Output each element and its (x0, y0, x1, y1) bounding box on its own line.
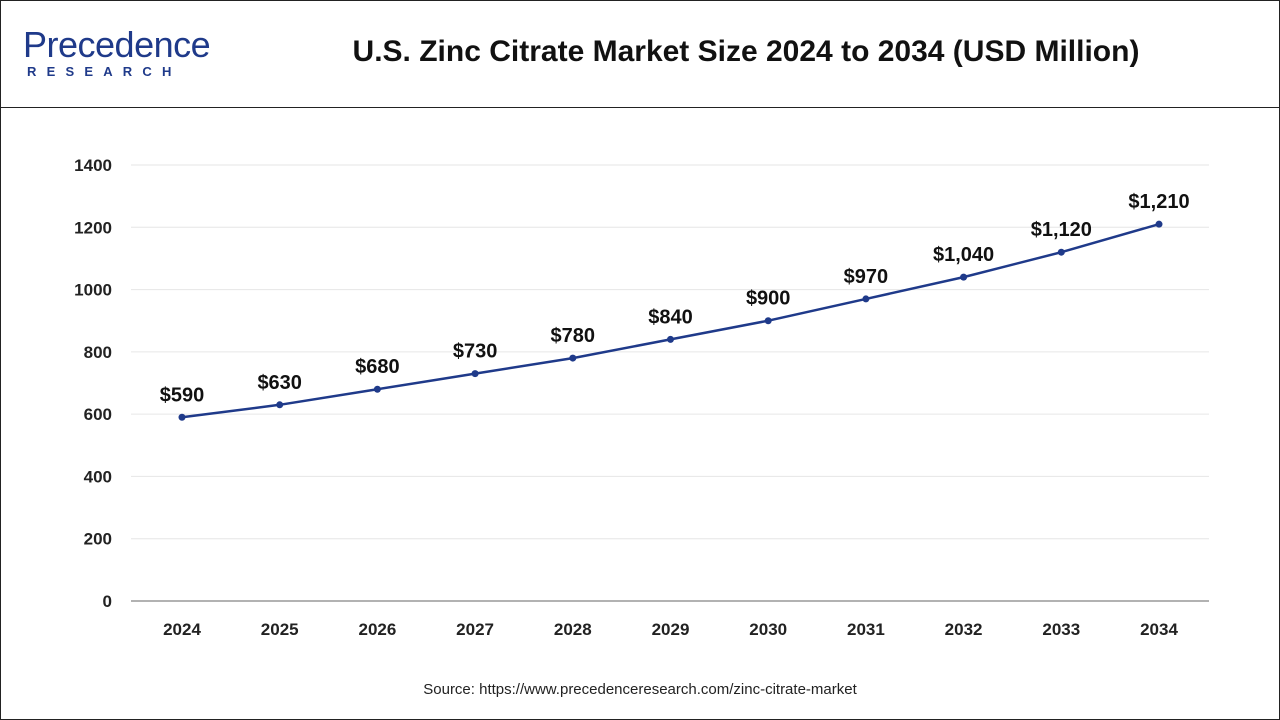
x-tick-label: 2028 (554, 620, 592, 639)
data-point (276, 401, 284, 409)
logo-subtext: RESEARCH (27, 64, 182, 79)
data-label: $970 (844, 266, 889, 288)
data-point (373, 385, 381, 393)
x-tick-label: 2025 (261, 620, 299, 639)
x-tick-label: 2033 (1042, 620, 1080, 639)
y-tick-label: 1000 (74, 281, 112, 300)
data-label: $630 (257, 372, 302, 394)
line-chart: 0 200 400 600 800 1000 1200 1400 2024 2025 2026 202… (74, 156, 1209, 639)
data-point (1057, 248, 1065, 256)
precedence-research-logo: Precedence RESEARCH (23, 27, 223, 83)
data-label: $900 (746, 288, 791, 310)
data-label: $1,210 (1128, 191, 1189, 213)
data-point (960, 273, 968, 281)
y-tick-label: 1400 (74, 156, 112, 175)
chart-title: U.S. Zinc Citrate Market Size 2024 to 20… (352, 35, 1140, 68)
logo-wordmark: Precedence (23, 24, 211, 65)
data-label: $1,040 (933, 244, 994, 266)
data-point (569, 354, 577, 362)
x-tick-label: 2031 (847, 620, 885, 639)
data-point (862, 295, 870, 303)
y-tick-label: 400 (84, 467, 112, 486)
y-tick-label: 200 (84, 530, 112, 549)
header: Precedence RESEARCH U.S. Zinc Citrate Ma… (1, 1, 1279, 108)
data-point (667, 335, 674, 343)
y-tick-label: 600 (84, 405, 112, 424)
y-tick-label: 0 (103, 592, 112, 611)
data-point (1155, 220, 1163, 228)
logo-p-icon: P (23, 24, 47, 65)
x-tick-label: 2029 (652, 620, 690, 639)
x-tick-label: 2034 (1140, 620, 1178, 639)
data-label: $590 (160, 384, 205, 406)
data-label: $1,120 (1031, 219, 1092, 241)
x-tick-label: 2032 (945, 620, 983, 639)
source-citation: Source: https://www.precedenceresearch.c… (423, 681, 857, 698)
x-tick-label: 2024 (163, 620, 201, 639)
data-label: $680 (355, 356, 400, 378)
x-tick-label: 2026 (358, 620, 396, 639)
data-label: $840 (648, 306, 693, 328)
x-tick-label: 2027 (456, 620, 494, 639)
y-tick-label: 1200 (74, 218, 112, 237)
logo-wordmark-text: recedence (46, 24, 211, 65)
data-point (764, 317, 772, 325)
data-point (471, 370, 479, 378)
data-point (178, 413, 186, 421)
data-label: $730 (453, 341, 498, 363)
x-tick-label: 2030 (749, 620, 787, 639)
y-tick-label: 800 (84, 343, 112, 362)
data-label: $780 (551, 325, 596, 347)
